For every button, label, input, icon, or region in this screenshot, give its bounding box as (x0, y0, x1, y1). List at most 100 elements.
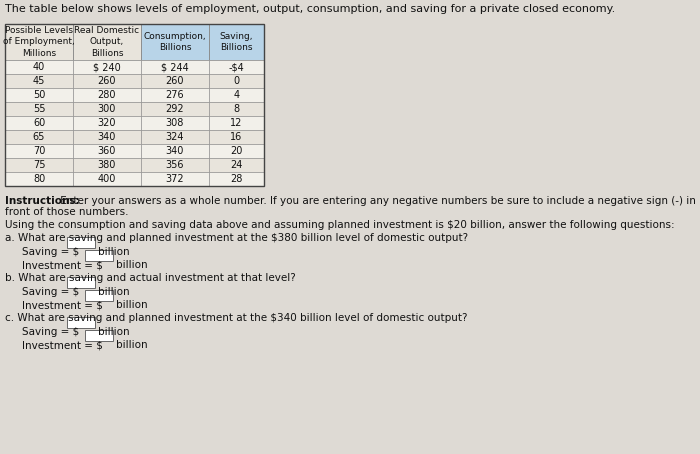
Text: 80: 80 (33, 174, 45, 184)
Bar (73, 74, 141, 88)
Text: a. What are saving and planned investment at the $380 billion level of domestic : a. What are saving and planned investmen… (5, 233, 468, 243)
Bar (85, 290, 113, 301)
Text: 70: 70 (33, 146, 46, 156)
Bar (209, 102, 264, 116)
Text: 55: 55 (33, 104, 46, 114)
Bar (209, 88, 264, 102)
Bar (209, 60, 264, 74)
Text: 0: 0 (233, 76, 239, 86)
Bar (5, 158, 73, 172)
Bar (67, 277, 95, 288)
Text: Saving = $: Saving = $ (22, 247, 79, 257)
Text: Investment = $: Investment = $ (22, 300, 103, 310)
Text: 340: 340 (166, 146, 184, 156)
Text: Saving = $: Saving = $ (22, 327, 79, 337)
Text: Saving = $: Saving = $ (22, 287, 79, 297)
Bar (209, 74, 264, 88)
Text: billion: billion (98, 287, 130, 297)
Text: 308: 308 (166, 118, 184, 128)
Bar (73, 144, 141, 158)
Text: 40: 40 (33, 62, 45, 72)
Bar (5, 102, 73, 116)
Bar (73, 116, 141, 130)
Text: billion: billion (116, 260, 148, 270)
Text: 292: 292 (166, 104, 184, 114)
Text: b. What are saving and actual investment at that level?: b. What are saving and actual investment… (5, 273, 295, 283)
Text: 260: 260 (166, 76, 184, 86)
Text: 20: 20 (230, 146, 243, 156)
Text: 276: 276 (166, 90, 184, 100)
Bar (73, 172, 141, 186)
Bar (85, 330, 113, 341)
Text: front of those numbers.: front of those numbers. (5, 207, 129, 217)
Text: billion: billion (116, 340, 148, 350)
Text: 324: 324 (166, 132, 184, 142)
Text: Possible Levels
of Employment,
Millions: Possible Levels of Employment, Millions (3, 26, 75, 58)
Bar (5, 74, 73, 88)
Text: billion: billion (116, 300, 148, 310)
Bar (73, 102, 141, 116)
Text: billion: billion (98, 247, 130, 257)
Bar (5, 172, 73, 186)
Text: 50: 50 (33, 90, 46, 100)
Text: 4: 4 (233, 90, 239, 100)
Text: The table below shows levels of employment, output, consumption, and saving for : The table below shows levels of employme… (5, 4, 615, 14)
Bar (141, 130, 209, 144)
Text: 356: 356 (166, 160, 184, 170)
Text: 45: 45 (33, 76, 46, 86)
Bar (73, 158, 141, 172)
Text: Enter your answers as a whole number. If you are entering any negative numbers b: Enter your answers as a whole number. If… (57, 196, 696, 206)
Bar (141, 102, 209, 116)
Bar (5, 24, 264, 186)
Text: 75: 75 (33, 160, 46, 170)
Bar (73, 130, 141, 144)
Bar (209, 172, 264, 186)
Bar (141, 74, 209, 88)
Bar (73, 88, 141, 102)
Bar (85, 250, 113, 261)
Text: -$4: -$4 (229, 62, 244, 72)
Bar (5, 130, 73, 144)
Text: 340: 340 (98, 132, 116, 142)
Text: Instructions:: Instructions: (5, 196, 80, 206)
Bar (5, 88, 73, 102)
Text: 300: 300 (98, 104, 116, 114)
Bar (141, 24, 209, 60)
Text: 380: 380 (98, 160, 116, 170)
Bar (141, 144, 209, 158)
Text: Consumption,
Billions: Consumption, Billions (144, 32, 206, 52)
Bar (209, 158, 264, 172)
Bar (73, 24, 141, 60)
Bar (67, 237, 95, 248)
Text: $ 244: $ 244 (161, 62, 189, 72)
Bar (67, 317, 95, 328)
Bar (209, 130, 264, 144)
Text: 16: 16 (230, 132, 243, 142)
Bar (141, 60, 209, 74)
Bar (209, 116, 264, 130)
Text: Investment = $: Investment = $ (22, 260, 103, 270)
Bar (141, 172, 209, 186)
Text: 320: 320 (98, 118, 116, 128)
Text: 260: 260 (98, 76, 116, 86)
Text: 400: 400 (98, 174, 116, 184)
Bar (141, 116, 209, 130)
Text: 280: 280 (98, 90, 116, 100)
Text: billion: billion (98, 327, 130, 337)
Text: 60: 60 (33, 118, 45, 128)
Text: c. What are saving and planned investment at the $340 billion level of domestic : c. What are saving and planned investmen… (5, 313, 468, 323)
Text: 28: 28 (230, 174, 243, 184)
Bar (5, 116, 73, 130)
Text: Saving,
Billions: Saving, Billions (220, 32, 253, 52)
Text: 65: 65 (33, 132, 46, 142)
Bar (5, 144, 73, 158)
Bar (209, 24, 264, 60)
Bar (141, 88, 209, 102)
Text: 8: 8 (233, 104, 239, 114)
Bar (5, 24, 73, 60)
Text: 12: 12 (230, 118, 243, 128)
Bar (141, 158, 209, 172)
Text: 372: 372 (166, 174, 184, 184)
Text: Real Domestic
Output,
Billions: Real Domestic Output, Billions (74, 26, 139, 58)
Text: $ 240: $ 240 (93, 62, 121, 72)
